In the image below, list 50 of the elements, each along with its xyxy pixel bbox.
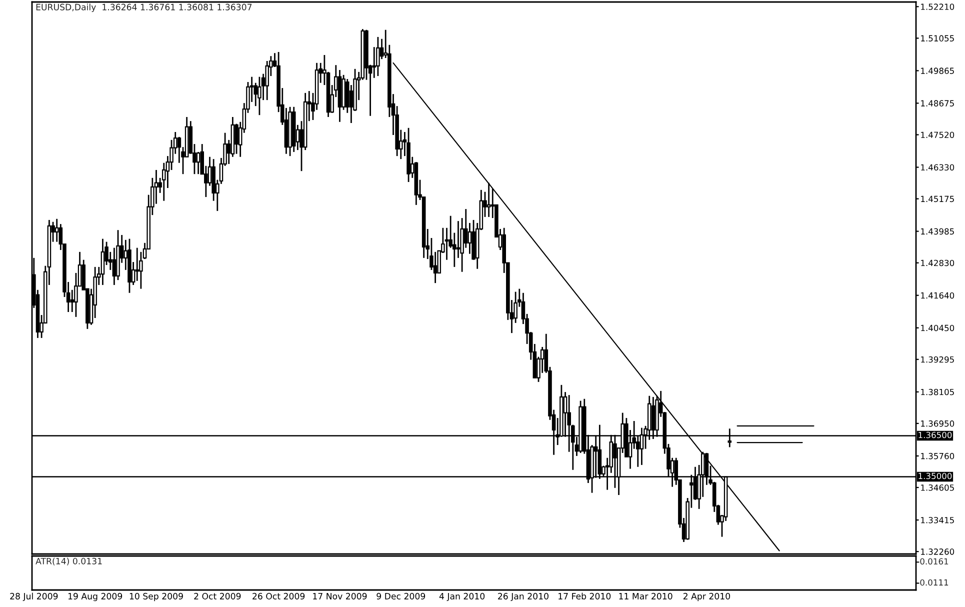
x-tick-label: 10 Sep 2009 bbox=[130, 592, 183, 602]
x-tick-label: 17 Feb 2010 bbox=[558, 592, 611, 600]
ref-line-label: 1.35000 bbox=[918, 472, 952, 480]
chart-title: EURUSD,Daily 1.36264 1.36761 1.36081 1.36307 bbox=[36, 4, 252, 12]
x-tick-label: 11 Mar 2010 bbox=[619, 592, 672, 600]
y-tick-label: 1.33415 bbox=[921, 516, 954, 524]
y-tick-label: 1.41640 bbox=[921, 292, 954, 299]
candlestick bbox=[139, 251, 143, 290]
y-tick-label: 1.35760 bbox=[921, 452, 954, 460]
y-tick-label: 1.42830 bbox=[921, 260, 954, 266]
x-tick-label: 2 Oct 2009 bbox=[194, 592, 241, 600]
x-tick-label: 26 Oct 2009 bbox=[252, 592, 305, 600]
y-tick-label: 1.32260 bbox=[921, 548, 954, 555]
y-tick-label: 1.49865 bbox=[921, 68, 954, 74]
y-tick-label: 1.34605 bbox=[921, 484, 954, 491]
candlestick bbox=[135, 247, 140, 282]
x-tick-label: 2 Apr 2010 bbox=[683, 592, 730, 602]
text: 0.0161 bbox=[920, 558, 948, 565]
y-tick-label: 1.48675 bbox=[921, 100, 954, 106]
candlestick bbox=[196, 151, 200, 175]
x-tick-label: 26 Jan 2010 bbox=[498, 592, 548, 602]
y-tick-label: 1.51055 bbox=[921, 35, 954, 42]
x-tick-label: 17 Nov 2009 bbox=[313, 592, 367, 600]
text: ATR(14) 0.0131 bbox=[36, 558, 102, 566]
y-tick-label: 1.52210 bbox=[921, 4, 954, 10]
candlestick bbox=[258, 76, 262, 116]
y-tick-label: 1.43985 bbox=[921, 228, 954, 235]
x-tick-label: 4 Jan 2010 bbox=[439, 592, 485, 602]
y-tick-label: 1.45175 bbox=[921, 196, 954, 202]
candlestick bbox=[70, 289, 74, 313]
candlestick bbox=[376, 36, 380, 77]
candlestick bbox=[100, 238, 105, 286]
y-tick-label: 1.47520 bbox=[921, 132, 954, 138]
x-tick-label: 19 Aug 2009 bbox=[68, 592, 122, 602]
candlestick bbox=[112, 247, 116, 286]
y-tick-label: 1.38105 bbox=[921, 388, 954, 396]
x-tick-label: 9 Dec 2009 bbox=[376, 592, 426, 600]
ref-line-label: 1.36500 bbox=[918, 432, 952, 438]
candlestick bbox=[444, 227, 449, 261]
y-tick-label: 1.40450 bbox=[921, 324, 954, 332]
candlestick bbox=[234, 123, 238, 155]
candlestick bbox=[486, 182, 491, 218]
y-tick-label: 1.46330 bbox=[921, 164, 954, 171]
y-tick-label: 1.36950 bbox=[921, 420, 954, 427]
candlestick bbox=[456, 220, 460, 259]
text: 0.0111 bbox=[920, 579, 948, 586]
candlestick bbox=[265, 60, 269, 101]
x-tick-label: 28 Jul 2009 bbox=[10, 592, 58, 602]
candlestick bbox=[54, 218, 59, 243]
y-tick-label: 1.39295 bbox=[921, 356, 954, 363]
